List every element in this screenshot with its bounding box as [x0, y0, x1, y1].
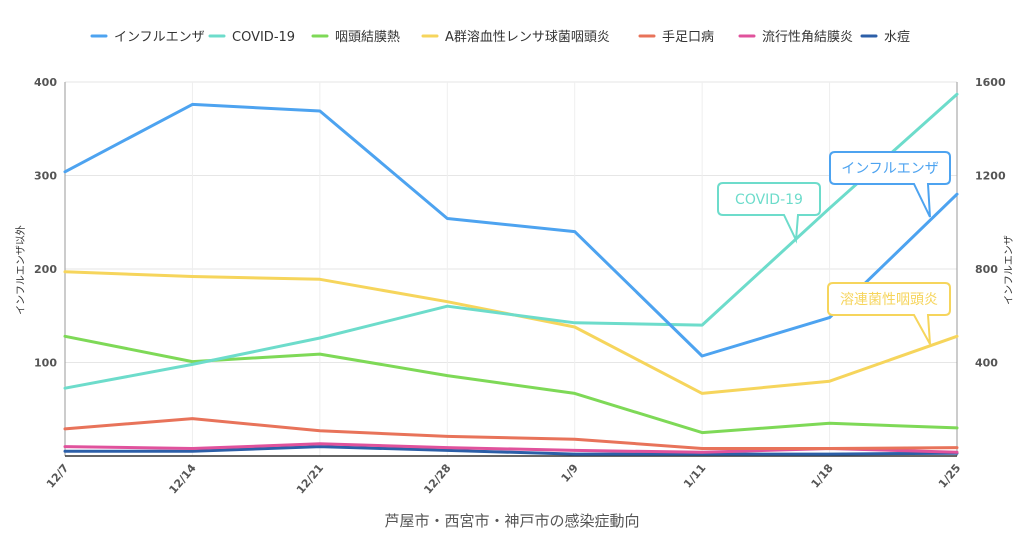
y-right-tick-label: 1600 [975, 76, 1006, 89]
legend-label-0: インフルエンザ [114, 30, 205, 45]
y-left-axis-title: インフルエンザ以外 [15, 225, 27, 315]
legend-label-6: 水痘 [884, 30, 910, 45]
x-tick-label: 12/7 [44, 462, 71, 491]
annotation-layer: インフルエンザ COVID-19 溶連菌性咽頭炎 [717, 151, 951, 345]
y-right-tick-label: 800 [975, 263, 998, 276]
legend-label-5: 流行性角結膜炎 [762, 30, 853, 45]
y-right-tick-label: 1200 [975, 170, 1006, 183]
legend-layer: インフルエンザ COVID-19 咽頭結膜熱 A群溶血性レンサ球菌咽頭炎 手足口病 流行性… [90, 30, 910, 45]
y-left-tick-label: 300 [34, 170, 57, 183]
x-tick-label: 12/21 [294, 462, 326, 497]
x-tick-label: 12/14 [167, 461, 199, 496]
legend-label-3: A群溶血性レンサ球菌咽頭炎 [445, 30, 610, 45]
y-left-tick-label: 400 [34, 76, 57, 89]
callout-label-1: COVID-19 [735, 192, 803, 208]
callout-box-0 [829, 151, 951, 218]
series-line-0 [63, 102, 959, 358]
legend-label-1: COVID-19 [232, 30, 295, 45]
series-layer [63, 92, 959, 456]
x-tick-label: 1/25 [936, 462, 963, 491]
x-tick-label: 1/11 [681, 462, 708, 491]
x-tick-label: 1/9 [559, 462, 581, 485]
legend-label-4: 手足口病 [662, 30, 714, 45]
x-tick-label: 1/18 [809, 462, 836, 491]
series-line-4 [63, 417, 959, 450]
y-right-tick-label: 400 [975, 357, 998, 370]
y-left-tick-label: 100 [34, 357, 57, 370]
grid-layer [64, 81, 958, 456]
y-left-tick-label: 200 [34, 263, 57, 276]
series-line-3 [63, 270, 959, 395]
callout-box-2 [827, 282, 951, 345]
legend-label-2: 咽頭結膜熱 [335, 30, 400, 45]
callout-label-2: 溶連菌性咽頭炎 [840, 292, 938, 308]
series-line-1 [63, 92, 959, 390]
x-tick-label: 12/28 [421, 462, 453, 497]
callout-label-0: インフルエンザ [841, 161, 939, 177]
series-line-6 [63, 445, 959, 456]
y-right-axis-title: インフルエンザ [1003, 235, 1015, 305]
chart-title: 芦屋市・西宮市・神戸市の感染症動向 [384, 512, 639, 530]
callout-box-1 [717, 182, 821, 244]
